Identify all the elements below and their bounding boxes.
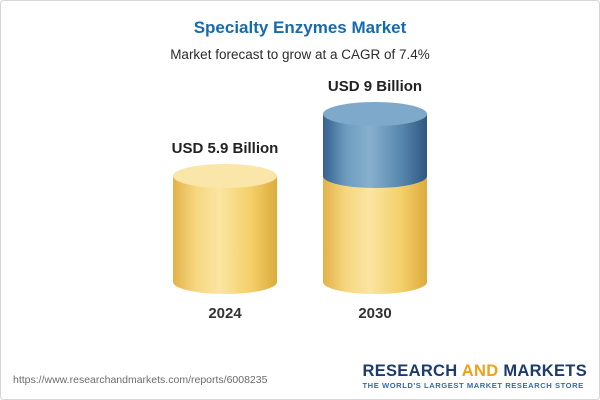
chart-subtitle: Market forecast to grow at a CAGR of 7.4… bbox=[170, 47, 430, 62]
footer: https://www.researchandmarkets.com/repor… bbox=[1, 362, 599, 399]
bar-2030-growth-segment bbox=[323, 102, 427, 188]
brand-logo: RESEARCH AND MARKETS THE WORLD'S LARGEST… bbox=[362, 362, 587, 390]
x-axis-label-2030: 2030 bbox=[358, 305, 392, 322]
cylinder-top-cap-2030 bbox=[323, 102, 427, 126]
bar-value-label-2024: USD 5.9 Billion bbox=[171, 140, 279, 157]
brand-word-and: AND bbox=[461, 361, 499, 380]
chart-header: Specialty Enzymes Market Market forecast… bbox=[1, 1, 599, 62]
brand-tagline: THE WORLD'S LARGEST MARKET RESEARCH STOR… bbox=[362, 380, 584, 390]
source-url: https://www.researchandmarkets.com/repor… bbox=[13, 374, 268, 386]
bar-value-label-2030: USD 9 Billion bbox=[327, 78, 423, 95]
chart-plot-area: USD 5.9 Billion 2024 USD 9 Billion 2030 bbox=[1, 78, 599, 322]
bar-2024-cylinder bbox=[173, 164, 277, 294]
bar-2030-base-segment bbox=[323, 176, 427, 294]
cylinder-top-cap-2024 bbox=[173, 164, 277, 188]
x-axis-label-2024: 2024 bbox=[208, 305, 242, 322]
brand-name: RESEARCH AND MARKETS bbox=[362, 362, 587, 380]
chart-title: Specialty Enzymes Market bbox=[193, 18, 407, 37]
bar-column-2024: USD 5.9 Billion 2024 bbox=[150, 140, 300, 322]
bar-column-2030: USD 9 Billion 2030 bbox=[300, 78, 450, 322]
brand-word-research: RESEARCH bbox=[362, 361, 458, 380]
bar-2030-cylinder bbox=[323, 102, 427, 294]
brand-word-markets: MARKETS bbox=[503, 361, 587, 380]
